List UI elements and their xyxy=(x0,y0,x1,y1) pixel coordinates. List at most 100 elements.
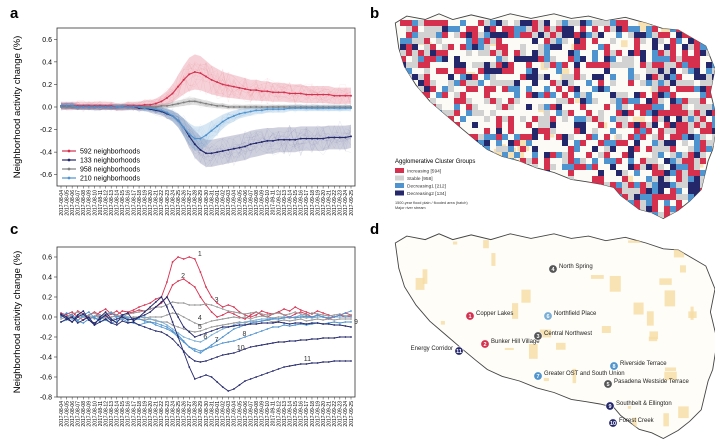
cluster-cell xyxy=(526,194,532,200)
cluster-cell xyxy=(640,38,646,44)
place-marker xyxy=(609,361,619,371)
series-point xyxy=(288,323,291,325)
cluster-cell xyxy=(448,128,454,134)
cluster-cell xyxy=(592,158,598,164)
flood-patch xyxy=(663,413,669,427)
cluster-cell xyxy=(676,20,682,26)
cluster-cell xyxy=(436,134,442,140)
cluster-cell xyxy=(652,206,658,212)
cluster-cell xyxy=(586,32,592,38)
series-point xyxy=(205,348,207,350)
y-tick-label: -0.8 xyxy=(40,395,52,402)
cluster-cell xyxy=(640,62,646,68)
series-point xyxy=(244,318,246,320)
cluster-cell xyxy=(454,98,460,104)
cluster-cell xyxy=(658,152,664,158)
cluster-cell xyxy=(610,200,616,206)
series-point xyxy=(71,316,74,318)
cluster-cell xyxy=(412,134,418,140)
cluster-cell xyxy=(532,158,538,164)
cluster-cell xyxy=(628,212,634,218)
cluster-cell xyxy=(682,20,688,26)
cluster-cell xyxy=(634,128,640,134)
cluster-cell xyxy=(538,50,544,56)
cluster-cell xyxy=(484,44,490,50)
cluster-cell xyxy=(670,206,676,212)
cluster-cell xyxy=(562,158,568,164)
cluster-cell xyxy=(472,26,478,32)
series-point xyxy=(272,318,274,320)
chart-a-series xyxy=(60,71,352,155)
panel-label-a: a xyxy=(10,5,19,22)
cluster-cell xyxy=(688,116,694,122)
flood-patch xyxy=(556,342,566,350)
cluster-cell xyxy=(682,26,688,32)
cluster-cell xyxy=(592,176,598,182)
cluster-cell xyxy=(634,122,640,128)
map-b-flood-label: 1500-year flood plain / flooded area (ha… xyxy=(395,201,468,205)
series-point xyxy=(294,322,297,324)
cluster-cell xyxy=(688,146,694,152)
cluster-cell xyxy=(694,38,700,44)
cluster-cell xyxy=(646,182,652,188)
series-point xyxy=(154,322,157,324)
cluster-cell xyxy=(550,92,556,98)
x-tick-label: 2017-08-25 xyxy=(176,190,182,216)
cluster-cell xyxy=(622,104,628,110)
series-point xyxy=(344,316,347,318)
series-point xyxy=(210,296,213,298)
series-point xyxy=(126,106,129,108)
series-band xyxy=(61,102,351,151)
background-trace xyxy=(60,104,352,160)
cluster-cell xyxy=(568,170,574,176)
cluster-cell xyxy=(592,188,598,194)
cluster-cell xyxy=(526,86,532,92)
series-point xyxy=(288,313,291,315)
cluster-cell xyxy=(706,182,712,188)
series-point xyxy=(65,318,68,320)
x-tick-label: 2017-08-05 xyxy=(64,401,70,427)
series-point xyxy=(171,261,174,263)
series-point xyxy=(143,320,146,322)
flood-patch xyxy=(690,306,694,320)
series-point xyxy=(182,278,185,280)
cluster-cell xyxy=(436,116,442,122)
cluster-cell xyxy=(502,200,508,206)
cluster-cell xyxy=(538,194,544,200)
cluster-cell xyxy=(526,170,532,176)
x-tick-label: 2017-08-20 xyxy=(148,401,154,427)
x-tick-label: 2017-09-12 xyxy=(276,401,282,427)
flood-patch xyxy=(521,289,531,303)
place-number: 1 xyxy=(468,314,471,320)
series-point xyxy=(188,346,191,348)
cluster-cell xyxy=(484,140,490,146)
cluster-cell xyxy=(520,50,526,56)
series-point xyxy=(149,306,152,308)
cluster-cell xyxy=(646,104,652,110)
cluster-cell xyxy=(616,20,622,26)
series-point xyxy=(154,306,157,308)
series-point xyxy=(199,361,202,363)
cluster-cell xyxy=(466,110,472,116)
series-point xyxy=(350,318,352,320)
cluster-cell xyxy=(628,182,634,188)
x-tick-label: 2017-09-09 xyxy=(260,401,266,427)
x-tick-label: 2017-09-25 xyxy=(349,401,355,427)
series-point xyxy=(149,311,152,313)
cluster-cell xyxy=(454,92,460,98)
cluster-cell xyxy=(694,26,700,32)
series-point xyxy=(221,326,224,328)
cluster-cell xyxy=(706,188,712,194)
series-point xyxy=(299,316,302,318)
cluster-cell xyxy=(634,134,640,140)
cluster-cell xyxy=(484,176,490,182)
series-point xyxy=(266,106,269,108)
series-point xyxy=(316,318,319,320)
cluster-cell xyxy=(580,26,586,32)
x-tick-label: 2017-08-24 xyxy=(170,190,176,216)
cluster-cell xyxy=(646,68,652,74)
x-tick-label: 2017-09-16 xyxy=(299,401,305,427)
series-point xyxy=(110,322,113,324)
cluster-cell xyxy=(664,74,670,80)
flood-patch xyxy=(539,329,552,338)
